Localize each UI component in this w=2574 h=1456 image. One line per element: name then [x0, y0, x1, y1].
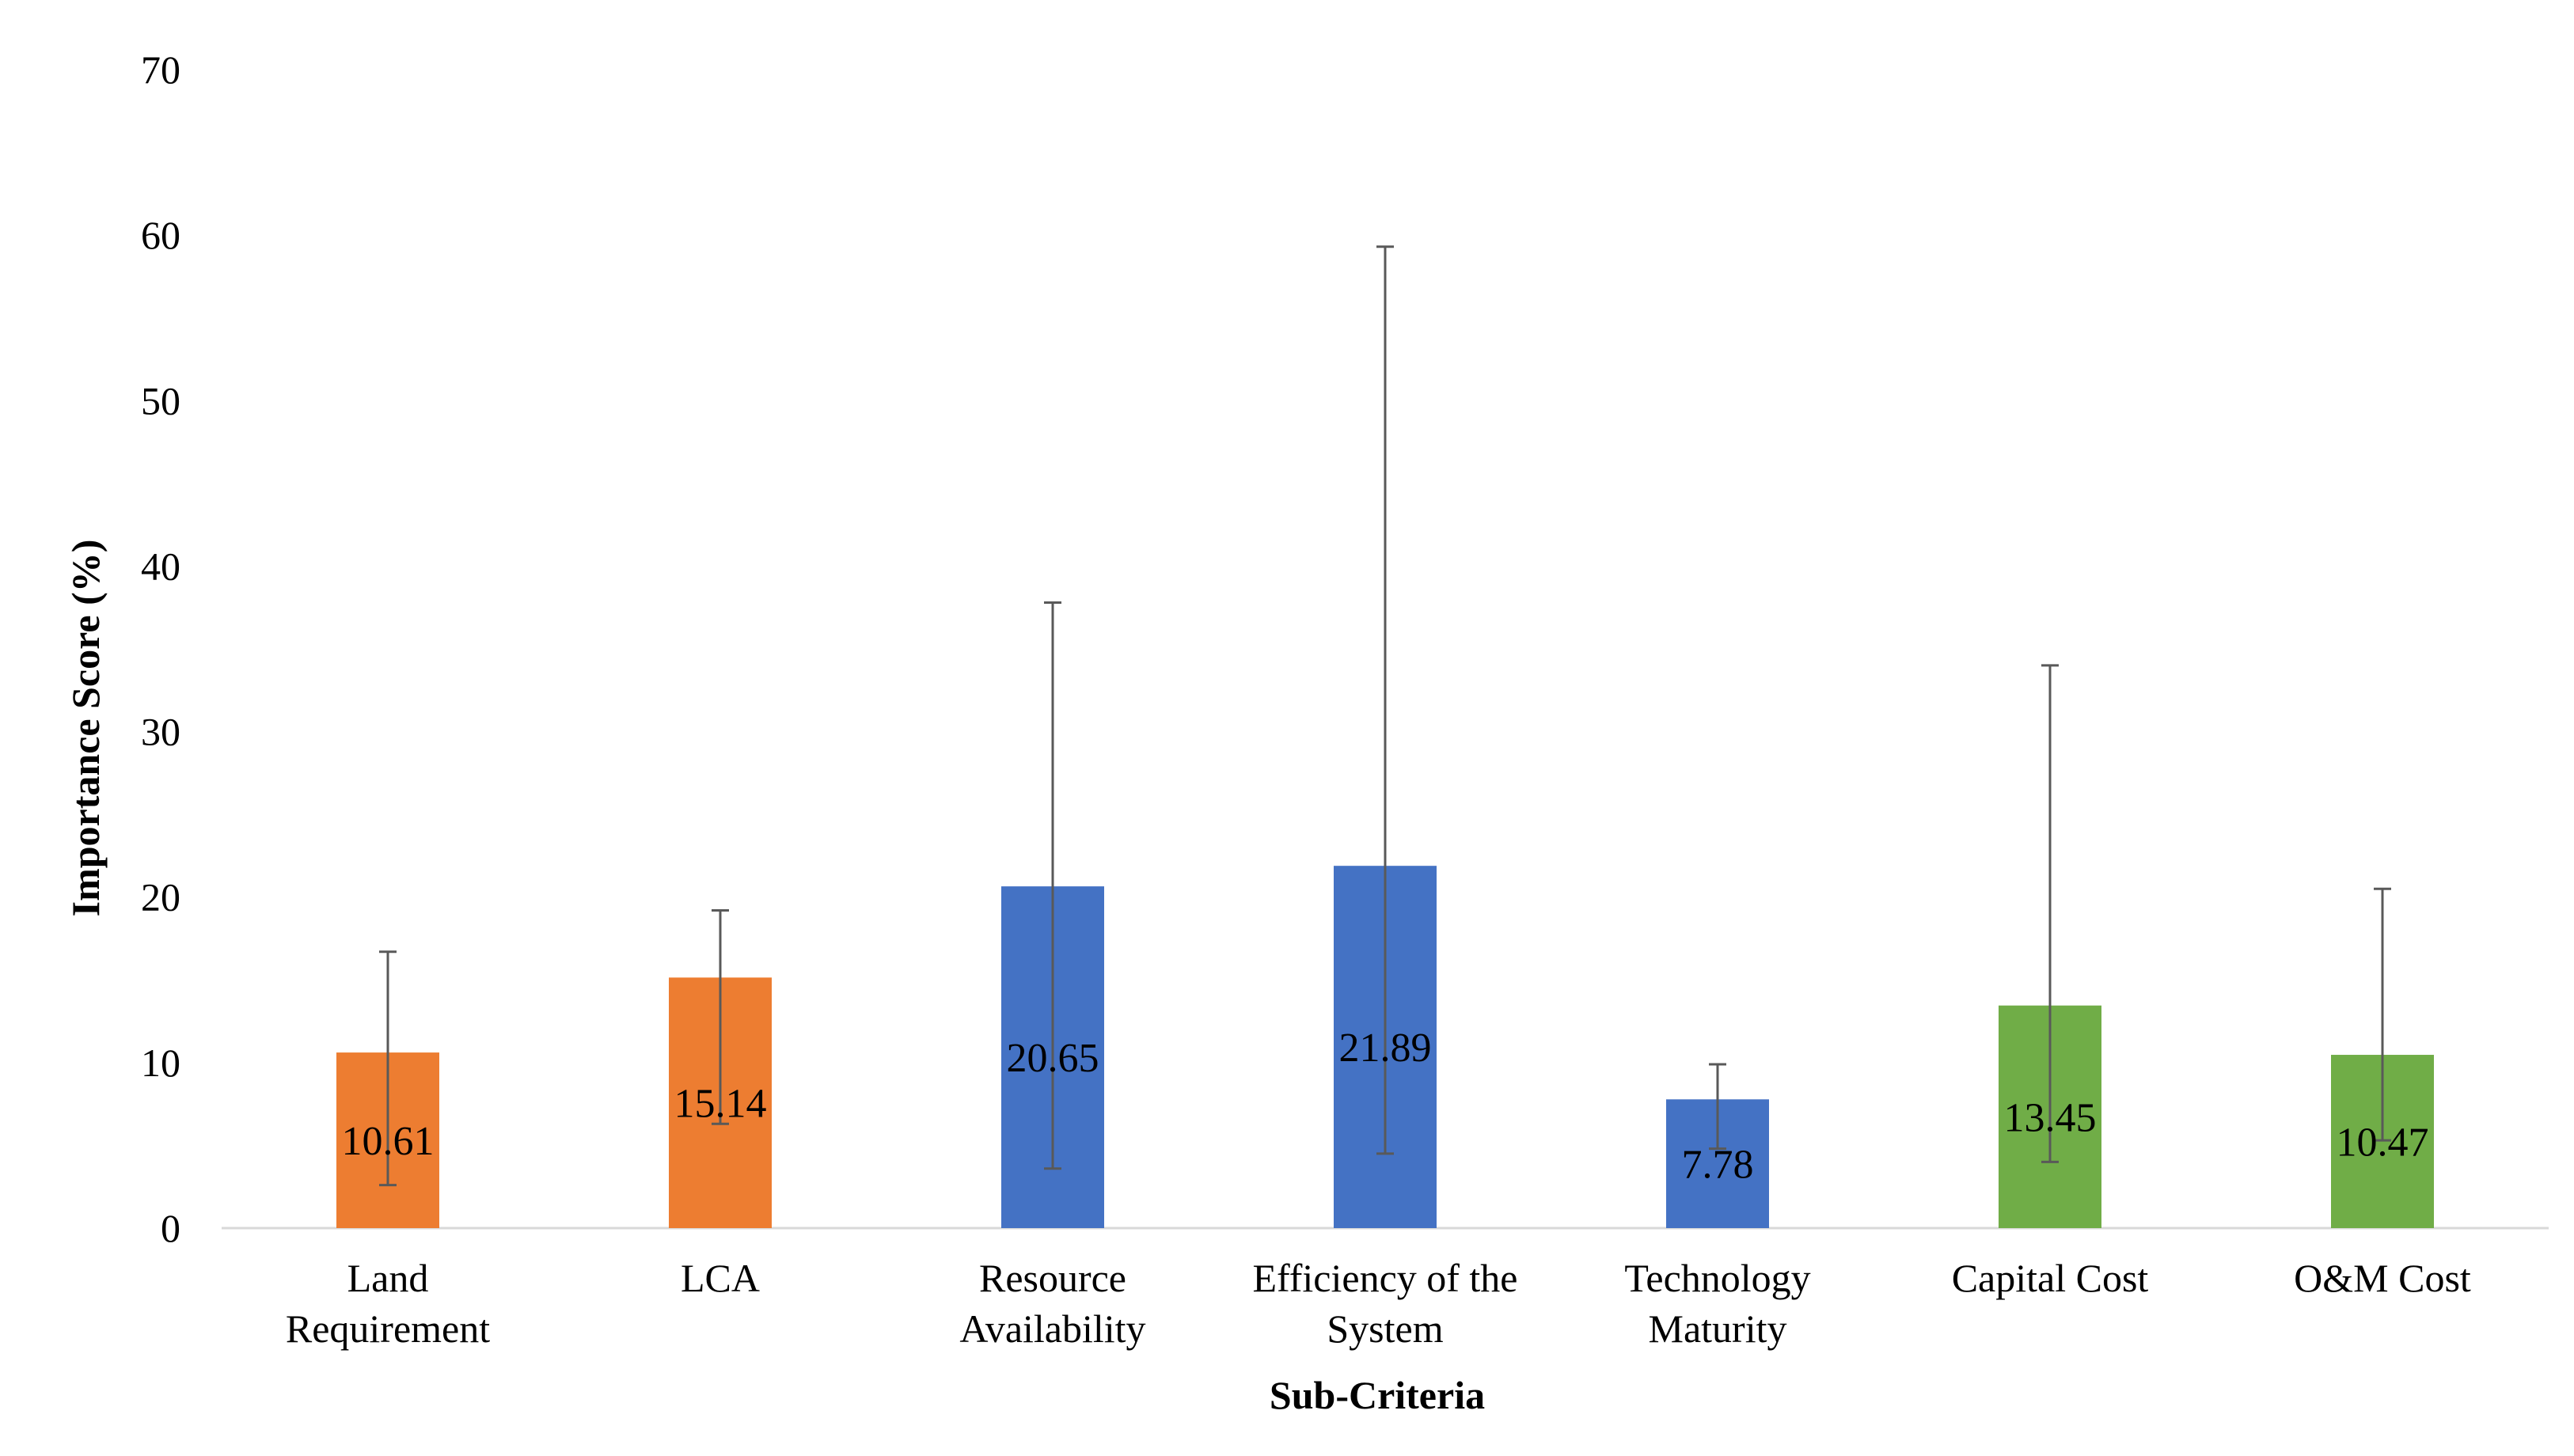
error-bar	[2374, 887, 2391, 1142]
data-label: 10.47	[2337, 1120, 2429, 1166]
x-tick-label-line: O&M Cost	[2294, 1256, 2471, 1300]
x-tick-label-line: Requirement	[286, 1306, 490, 1351]
x-tick-label-line: LCA	[681, 1256, 760, 1300]
error-bar	[2041, 664, 2059, 1163]
x-tick-label-line: Efficiency of the	[1252, 1256, 1517, 1300]
x-tick-label-line: Capital Cost	[1952, 1256, 2149, 1300]
y-tick-label: 70	[141, 47, 180, 92]
x-tick-label-line: Availability	[959, 1306, 1145, 1351]
data-label: 10.61	[342, 1119, 435, 1164]
x-axis-category-labels: Land Requirement LCA Resource Availability Ef…	[286, 1256, 2471, 1351]
data-label: 15.14	[674, 1082, 767, 1127]
x-tick-label: Resource Availability	[959, 1256, 1145, 1351]
x-tick-label-line: System	[1327, 1306, 1443, 1351]
y-axis-title: Importance Score (%)	[63, 540, 108, 917]
y-tick-label: 50	[141, 378, 180, 423]
y-tick-label: 10	[141, 1041, 180, 1085]
data-label: 21.89	[1339, 1026, 1432, 1071]
data-label: 7.78	[1682, 1143, 1754, 1188]
x-tick-label: Technology Maturity	[1624, 1256, 1810, 1351]
error-bar	[1376, 245, 1394, 1155]
y-tick-label: 0	[161, 1206, 180, 1250]
y-axis-ticks: 0 10 20 30 40 50 60 70	[141, 47, 180, 1250]
x-tick-label-line: Maturity	[1649, 1306, 1787, 1351]
x-tick-label: Efficiency of the System	[1252, 1256, 1517, 1351]
y-tick-label: 60	[141, 213, 180, 257]
error-bar	[379, 950, 397, 1187]
x-tick-label-line: Resource	[979, 1256, 1126, 1300]
x-tick-label: LCA	[681, 1256, 760, 1300]
data-label: 20.65	[1007, 1036, 1099, 1081]
x-axis-title: Sub-Criteria	[1270, 1373, 1485, 1417]
x-tick-label: Land Requirement	[286, 1256, 490, 1351]
error-bar	[1044, 601, 1061, 1170]
data-labels: 10.61 15.14 20.65 21.89 7.78 13.45 10.47	[342, 1026, 2429, 1188]
x-tick-label-line: Land	[347, 1256, 429, 1300]
y-tick-label: 20	[141, 875, 180, 919]
y-tick-label: 30	[141, 710, 180, 754]
y-tick-label: 40	[141, 544, 180, 588]
error-bars	[379, 245, 2391, 1187]
x-tick-label: Capital Cost	[1952, 1256, 2149, 1300]
data-label: 13.45	[2004, 1095, 2097, 1140]
x-tick-label-line: Technology	[1624, 1256, 1810, 1300]
error-bar	[1709, 1063, 1726, 1151]
error-bar	[712, 908, 729, 1125]
x-tick-label: O&M Cost	[2294, 1256, 2471, 1300]
